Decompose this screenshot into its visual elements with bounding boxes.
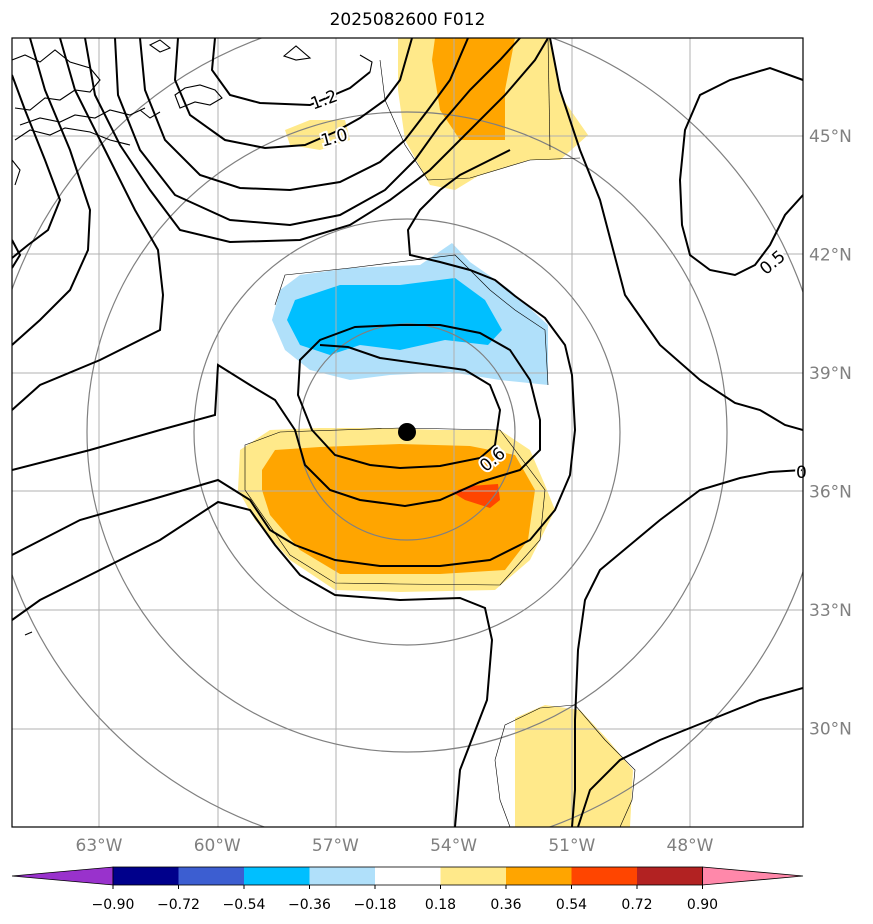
shade-positive-north-strong (432, 38, 515, 140)
colorbar-tick-label: −0.72 (157, 897, 200, 913)
map-frame (11, 37, 804, 828)
colorbar: −0.90 −0.72 −0.54 −0.36 −0.18 0.18 0.36 0.54 0.7… (11, 866, 804, 913)
lat-label: 45°N (809, 127, 852, 147)
colorbar-tick-label: −0.54 (223, 897, 266, 913)
range-ring-3 (86, 111, 728, 753)
contour-label-0: 0 (796, 463, 807, 483)
latitude-labels: 45°N 42°N 39°N 36°N 33°N 30°N (809, 127, 852, 740)
longitude-labels: 63°W 60°W 57°W 54°W 51°W 48°W (76, 836, 714, 856)
lat-label: 30°N (809, 720, 852, 740)
colorbar-box (637, 867, 703, 885)
lat-label: 33°N (809, 601, 852, 621)
range-ring-2 (193, 218, 621, 646)
colorbar-box (113, 867, 179, 885)
lat-label: 42°N (809, 246, 852, 266)
lon-label: 48°W (667, 836, 714, 856)
colorbar-tick-label: 0.18 (425, 897, 456, 913)
graticule (12, 38, 803, 827)
colorbar-box (440, 867, 506, 885)
lat-label: 39°N (809, 364, 852, 384)
storm-center-marker (398, 423, 416, 441)
colorbar-frame (112, 866, 703, 886)
map-title: 2025082600 F012 (329, 10, 486, 30)
contour-lines (12, 38, 803, 827)
colorbar-tick-label: 0.90 (687, 897, 718, 913)
lon-label: 54°W (430, 836, 477, 856)
contour-label-0-5: 0.5 (756, 247, 790, 280)
colorbar-box (571, 867, 637, 885)
colorbar-extend-high (702, 866, 804, 886)
colorbar-tick-label: 0.36 (490, 897, 521, 913)
lat-label: 36°N (809, 483, 852, 503)
lon-label: 60°W (194, 836, 241, 856)
colorbar-box (178, 867, 244, 885)
lon-label: 57°W (312, 836, 359, 856)
colorbar-box (506, 867, 572, 885)
colorbar-tick-label: −0.18 (354, 897, 397, 913)
colorbar-tick-label: 0.54 (556, 897, 587, 913)
lon-label: 51°W (548, 836, 595, 856)
shade-negative-medium (287, 278, 502, 355)
colorbar-extend-low (11, 866, 114, 886)
colorbar-box (375, 867, 441, 885)
colorbar-box (309, 867, 375, 885)
shade-positive-south-strong (262, 444, 535, 574)
colorbar-box (244, 867, 310, 885)
colorbar-tick-label: 0.72 (621, 897, 652, 913)
shade-positive-small (285, 120, 350, 150)
colorbar-tick-label: −0.90 (92, 897, 135, 913)
range-rings (12, 38, 803, 827)
lon-label: 63°W (76, 836, 123, 856)
colorbar-tick-label: −0.36 (288, 897, 331, 913)
shading-layer (238, 38, 633, 827)
